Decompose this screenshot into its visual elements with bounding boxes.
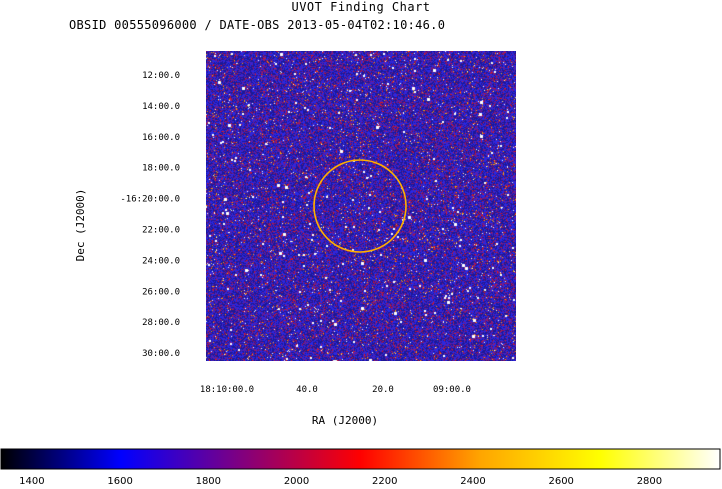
ra-tick-label: 20.0 <box>372 385 394 395</box>
dec-tick-label: 16:00.0 <box>142 133 180 143</box>
ra-axis-ticks: 18:10:00.0 40.0 20.0 09:00.0 <box>200 385 471 395</box>
sky-image <box>206 51 516 361</box>
chart-title: UVOT Finding Chart <box>291 0 431 14</box>
colorbar-tick-label: 2000 <box>284 476 309 487</box>
source-circle <box>313 159 407 253</box>
dec-tick-label: 18:00.0 <box>142 164 180 174</box>
colorbar-tick-label: 1400 <box>19 476 44 487</box>
colorbar-tick-label: 1800 <box>196 476 221 487</box>
ra-tick-label: 18:10:00.0 <box>200 385 254 395</box>
colorbar <box>0 448 721 470</box>
dec-tick-label: 22:00.0 <box>142 226 180 236</box>
chart-subtitle: OBSID 00555096000 / DATE-OBS 2013-05-04T… <box>69 18 446 32</box>
sky-image-pixels <box>206 51 516 361</box>
dec-tick-label: 24:00.0 <box>142 256 180 266</box>
dec-tick-label: 14:00.0 <box>142 102 180 112</box>
x-axis-label: RA (J2000) <box>312 414 378 427</box>
ra-tick-label: 40.0 <box>296 385 318 395</box>
y-axis-label: Dec (J2000) <box>74 189 87 262</box>
colorbar-tick-label: 2800 <box>637 476 662 487</box>
ra-tick-label: 09:00.0 <box>433 385 471 395</box>
dec-axis-ticks: 12:00.0 14:00.0 16:00.0 18:00.0 -16:20:00.0 2… <box>120 71 180 359</box>
colorbar-tick-label: 2400 <box>460 476 485 487</box>
dec-tick-label: -16:20:00.0 <box>120 195 180 205</box>
dec-tick-label: 12:00.0 <box>142 71 180 81</box>
colorbar-tick-label: 2600 <box>548 476 573 487</box>
dec-tick-label: 28:00.0 <box>142 318 180 328</box>
dec-tick-label: 30:00.0 <box>142 349 180 359</box>
dec-tick-label: 26:00.0 <box>142 287 180 297</box>
colorbar-ticks: 1400 1600 1800 2000 2200 2400 2600 2800 <box>19 476 662 487</box>
colorbar-tick-label: 2200 <box>372 476 397 487</box>
colorbar-tick-label: 1600 <box>107 476 132 487</box>
